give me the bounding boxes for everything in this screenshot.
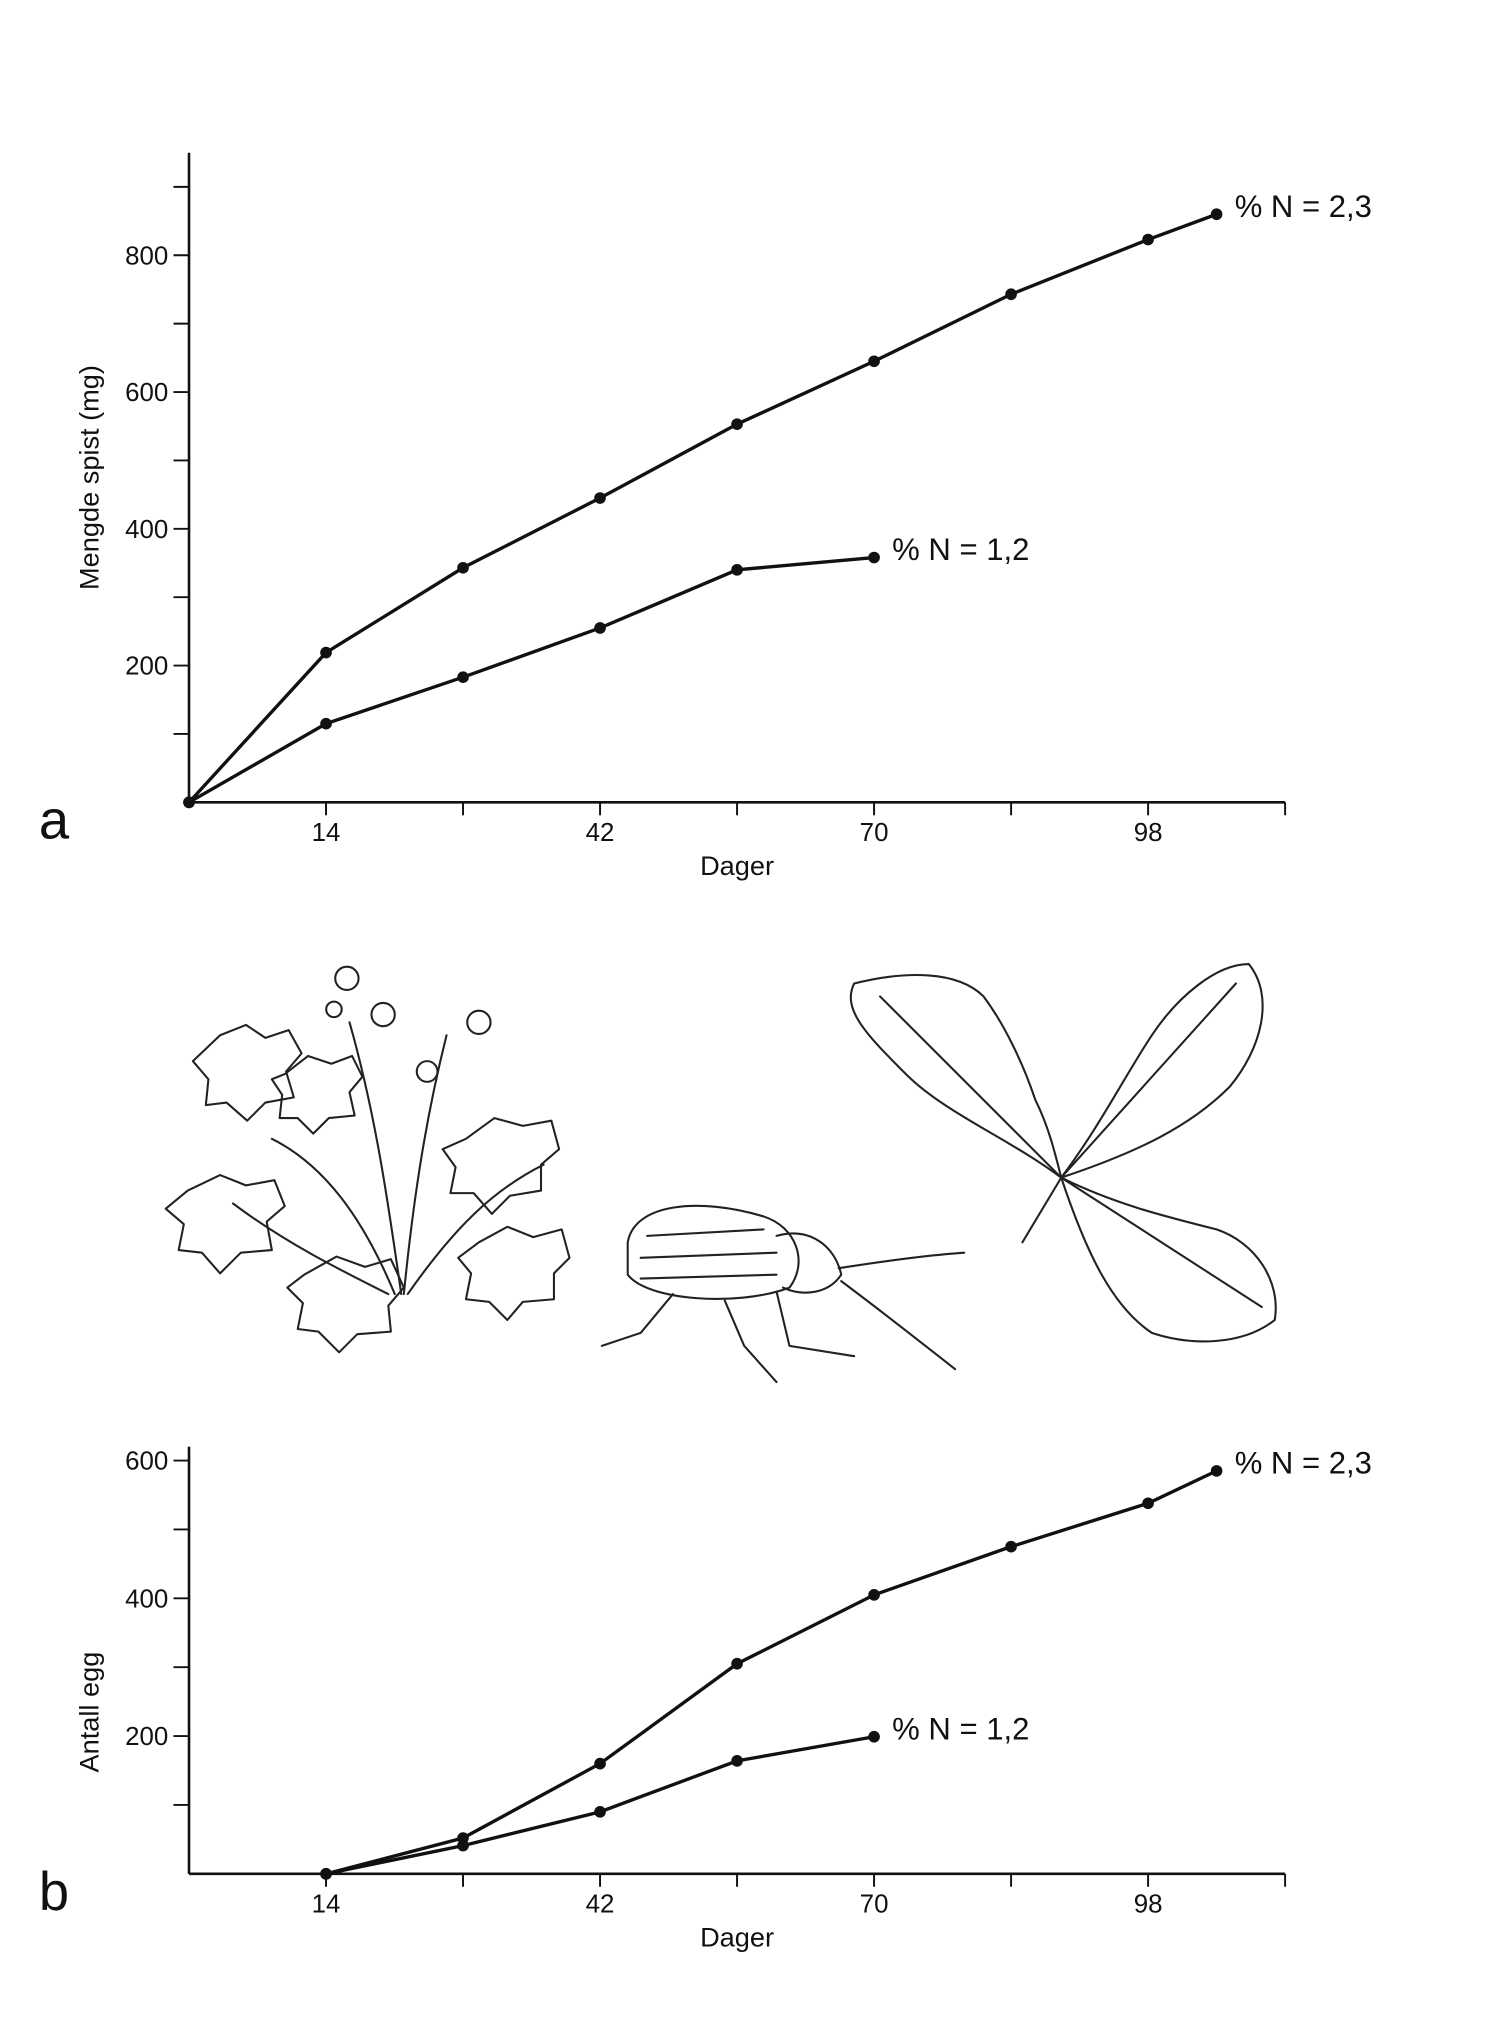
- panel-label: a: [39, 790, 70, 851]
- y-tick-label: 200: [125, 1723, 168, 1751]
- data-point: [731, 418, 743, 431]
- x-axis-label: Dager: [700, 850, 774, 881]
- series-line: [187, 212, 1218, 804]
- data-point: [731, 1755, 743, 1767]
- data-point: [594, 1806, 606, 1818]
- x-tick-label: 98: [1134, 819, 1163, 847]
- data-point: [868, 355, 880, 368]
- data-point: [457, 561, 469, 574]
- series-line: [188, 555, 875, 804]
- data-point: [868, 1589, 880, 1601]
- y-tick-label: 400: [125, 516, 168, 544]
- data-point: [731, 564, 743, 576]
- x-tick-label: 14: [312, 1891, 341, 1919]
- y-tick-label: 800: [125, 242, 168, 270]
- data-point: [457, 1839, 469, 1852]
- series-label: % N = 2,3: [1235, 189, 1372, 224]
- data-point: [320, 646, 332, 659]
- data-point: [1210, 208, 1223, 221]
- series-line: [325, 1469, 1218, 1876]
- x-tick-label: 42: [586, 1891, 615, 1919]
- data-point: [868, 1730, 880, 1743]
- x-tick-label: 98: [1134, 1891, 1163, 1919]
- x-tick-label: 70: [860, 819, 889, 847]
- data-point: [1210, 1465, 1223, 1477]
- y-tick-label: 600: [125, 1448, 168, 1476]
- data-point: [457, 671, 469, 684]
- y-axis-label: Mengde spist (mg): [73, 365, 104, 590]
- series-label: % N = 2,3: [1235, 1445, 1372, 1480]
- chart: 200 400 600 14 42 70 98 Dager Antall egg b % N = 2…: [39, 1445, 1372, 1952]
- y-tick-label: 400: [125, 1585, 168, 1613]
- chart: 200 400 600 800 14 42 70 98 Dager Mengde spist (m…: [39, 152, 1372, 881]
- data-point: [594, 492, 606, 504]
- data-point: [594, 622, 606, 634]
- data-point: [868, 551, 880, 564]
- weevil-illustration: [600, 1204, 966, 1384]
- data-point: [594, 1757, 606, 1770]
- y-axis-label: Antall egg: [73, 1652, 104, 1773]
- plant-illustration: [164, 965, 571, 1354]
- x-tick-label: 14: [312, 819, 341, 847]
- series-label: % N = 1,2: [892, 532, 1029, 567]
- x-tick-label: 42: [586, 819, 615, 847]
- data-point: [1142, 1497, 1154, 1510]
- data-point: [320, 717, 332, 730]
- leaf-illustration: [849, 963, 1277, 1343]
- y-tick-label: 200: [125, 653, 168, 681]
- data-point: [320, 1868, 332, 1880]
- panel-label: b: [39, 1861, 69, 1922]
- x-axis-label: Dager: [700, 1921, 774, 1952]
- y-tick-label: 600: [125, 379, 168, 407]
- data-point: [183, 796, 195, 809]
- x-tick-label: 70: [860, 1891, 889, 1919]
- data-point: [1005, 1540, 1017, 1553]
- data-point: [1142, 233, 1154, 246]
- data-point: [731, 1657, 743, 1670]
- series-label: % N = 1,2: [892, 1711, 1029, 1746]
- data-point: [1005, 288, 1017, 301]
